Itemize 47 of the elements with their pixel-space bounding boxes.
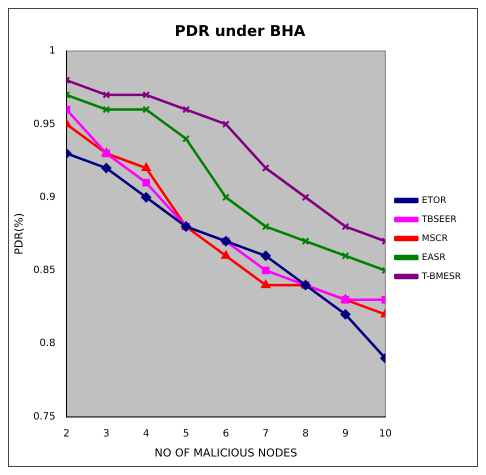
- point: [262, 266, 270, 274]
- legend-label: TBSEER: [420, 214, 457, 225]
- point: [222, 120, 230, 128]
- point: [142, 178, 150, 187]
- point: [342, 252, 350, 260]
- point: [260, 250, 271, 261]
- legend-label: MSCR: [422, 234, 448, 244]
- point: [222, 193, 230, 202]
- x-tick-label: 4: [142, 428, 150, 440]
- point: [302, 193, 310, 202]
- point: [262, 164, 270, 172]
- point: [221, 250, 230, 259]
- point: [262, 222, 270, 230]
- point: [141, 192, 152, 202]
- point: [102, 150, 110, 158]
- x-tick-label: 5: [182, 428, 190, 440]
- point: [102, 91, 110, 99]
- point: [182, 134, 190, 143]
- point: [340, 309, 350, 320]
- x-tick-label: 2: [63, 428, 70, 440]
- x-axis-title: NO OF MALICIOUS NODES: [154, 446, 298, 460]
- point: [142, 106, 150, 114]
- point: [342, 222, 350, 230]
- x-tick-label: 6: [222, 428, 230, 440]
- y-tick-label: 0.9: [40, 192, 56, 203]
- x-tick-label: 3: [103, 428, 110, 440]
- y-tick-label: 0.8: [40, 338, 56, 350]
- chart-title: PDR under BHA: [174, 22, 306, 40]
- y-tick-label: 0.75: [33, 411, 56, 422]
- y-axis-title: PDR(%): [12, 213, 26, 255]
- point: [142, 91, 150, 99]
- x-tick-label: 10: [378, 428, 392, 440]
- y-tick-label: 1: [49, 46, 56, 57]
- legend-label: T-BMESR: [420, 272, 462, 282]
- point: [142, 163, 151, 172]
- point: [102, 106, 110, 114]
- point: [182, 106, 190, 114]
- y-tick-label: 0.95: [33, 118, 56, 130]
- point: [101, 163, 112, 174]
- x-tick-label: 8: [302, 428, 309, 440]
- point: [261, 280, 270, 288]
- y-tick-label: 0.85: [33, 265, 56, 276]
- point: [302, 237, 310, 246]
- legend-label: EASR: [422, 252, 446, 263]
- x-tick-label: 7: [262, 428, 269, 440]
- x-tick-label: 9: [342, 428, 349, 440]
- legend-label: ETOR: [422, 196, 446, 206]
